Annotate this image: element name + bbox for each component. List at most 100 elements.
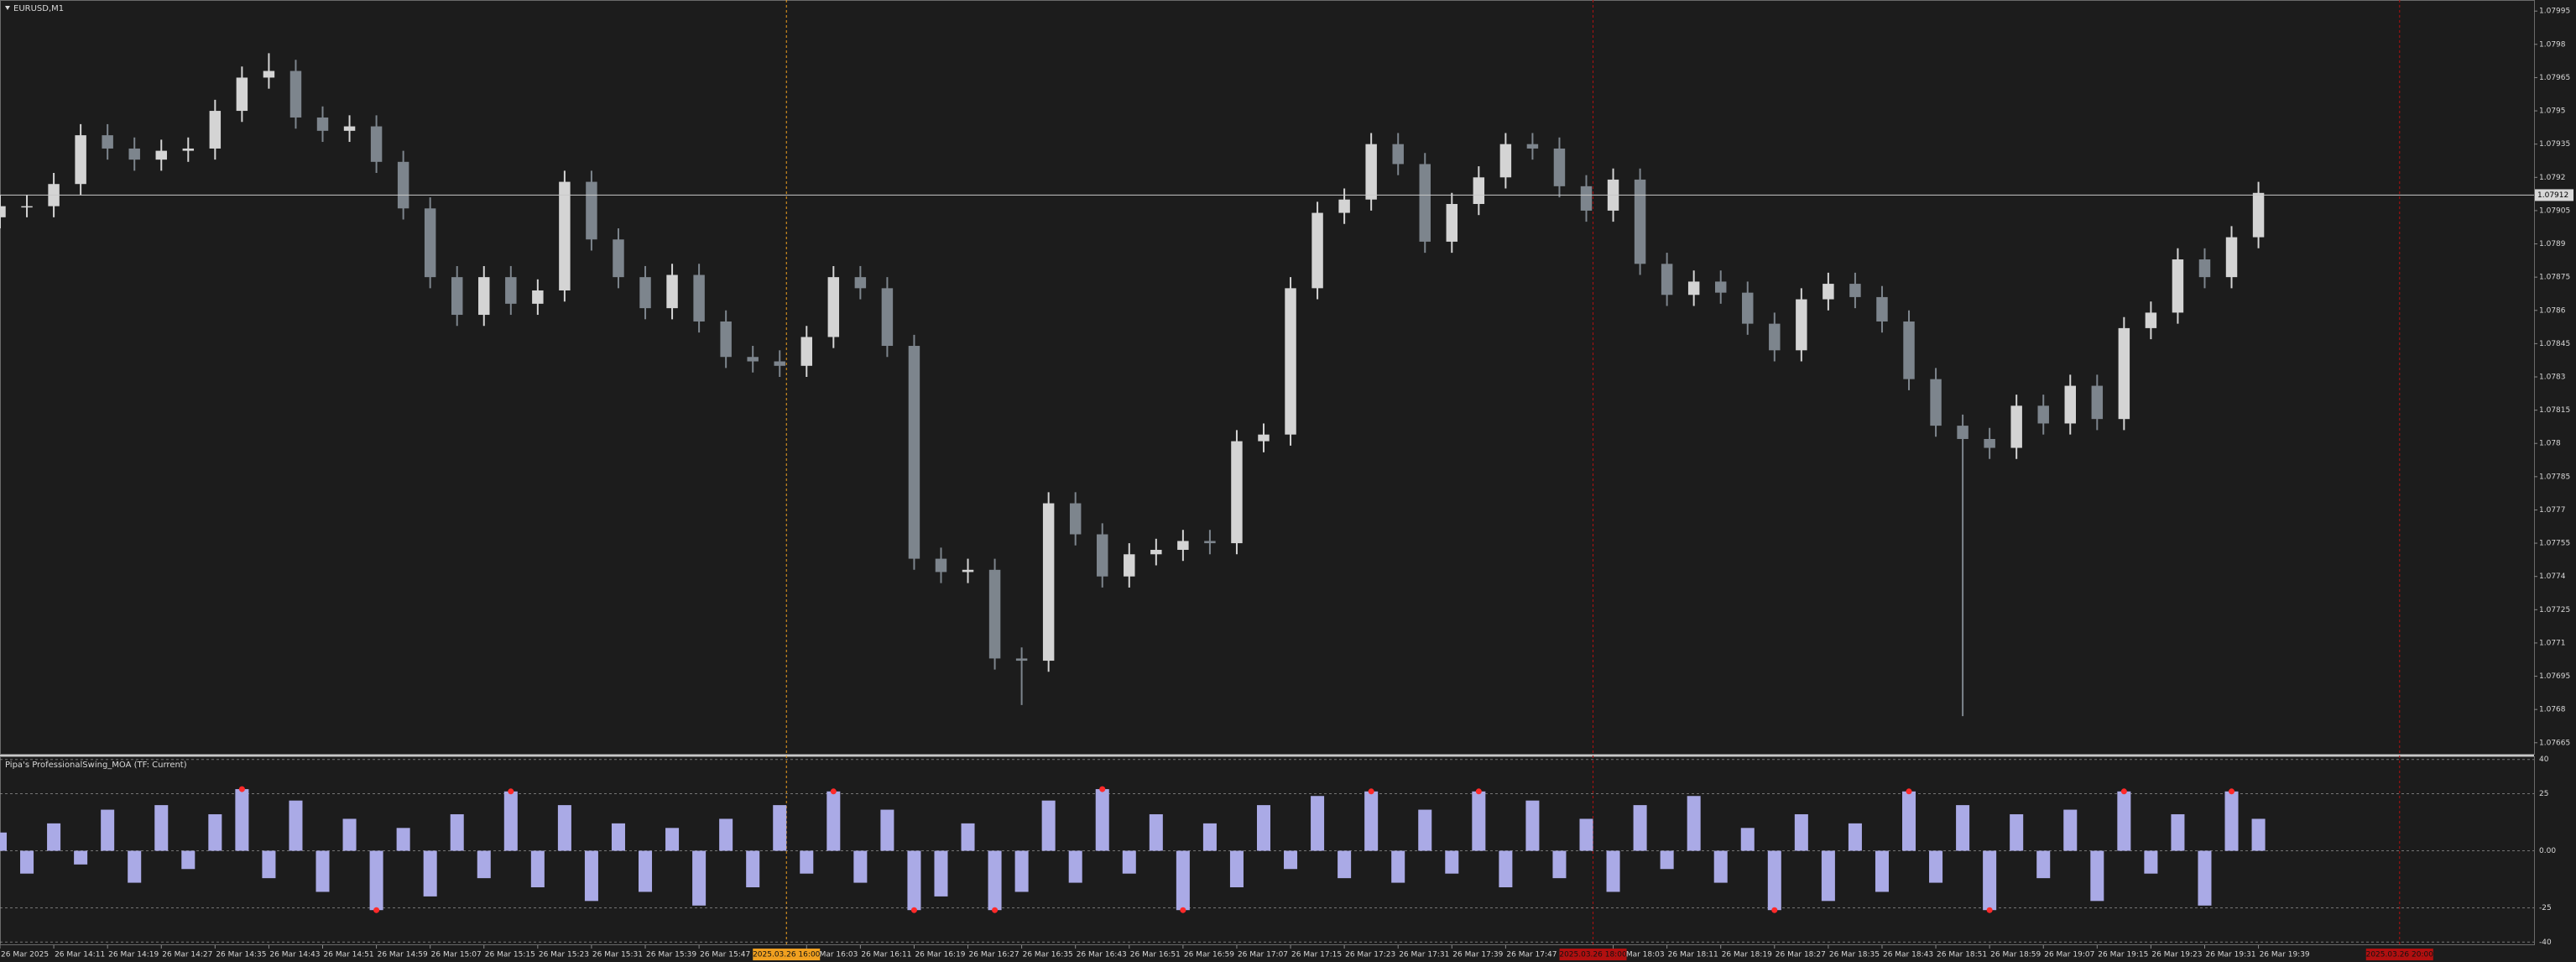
oscillator-bar: [208, 813, 222, 851]
y-tick-label: 1.07965: [2539, 74, 2570, 82]
oscillator-bar: [773, 805, 787, 851]
oscillator-bar: [1579, 818, 1593, 851]
candle-body: [478, 277, 490, 316]
oscillator-bar: [0, 832, 8, 851]
oscillator-bar: [1122, 850, 1136, 874]
x-tick-label: 26 Mar 18:03: [1614, 951, 1665, 959]
candle-body: [2037, 405, 2049, 424]
oscillator-bar: [907, 850, 921, 911]
oscillator-bar: [1794, 813, 1808, 851]
candle-body: [102, 135, 113, 149]
oscillator-bar: [1068, 850, 1082, 883]
candle-body: [1285, 288, 1296, 435]
oscillator-bar: [1740, 828, 1755, 851]
x-tick-label: 26 Mar 15:23: [539, 951, 589, 959]
oscillator-bar: [800, 850, 814, 874]
oscillator-bar: [101, 809, 115, 851]
oscillator-bar: [369, 850, 383, 911]
candle-body: [962, 569, 974, 572]
x-tick-label: 26 Mar 15:07: [431, 951, 482, 959]
candle-body: [693, 274, 705, 322]
x-tick-label: 26 Mar 16:19: [915, 951, 965, 959]
oscillator-bar: [1821, 850, 1835, 902]
oscillator-bar: [235, 789, 249, 851]
candle-body: [1742, 292, 1754, 324]
candle-body: [209, 111, 222, 149]
candle-body: [935, 558, 947, 572]
x-tick-label: 26 Mar 14:59: [378, 951, 428, 959]
x-tick-label: 26 Mar 19:15: [2098, 951, 2148, 959]
x-tick-label: 26 Mar 16:43: [1077, 951, 1127, 959]
oscillator-bar: [342, 818, 357, 851]
oscillator-bar: [181, 850, 196, 870]
x-tick-label: 26 Mar 14:11: [55, 951, 105, 959]
candle-body: [1069, 503, 1082, 535]
candle-body: [1687, 281, 1700, 295]
y-tick-label: 1.0792: [2539, 174, 2566, 182]
oscillator-bar: [1256, 805, 1271, 851]
candle-body: [774, 361, 785, 366]
oscillator-bar: [289, 800, 303, 851]
signal-dot: [910, 907, 917, 913]
candle-body: [1849, 284, 1861, 297]
y-tick-label: -25: [2539, 904, 2552, 912]
candle-body: [1392, 144, 1404, 165]
y-tick-label: 1.07845: [2539, 340, 2570, 348]
oscillator-bar: [692, 850, 707, 906]
x-tick-label: 26 Mar 18:51: [1937, 951, 1987, 959]
candle-body: [343, 126, 356, 131]
x-tick-label: 26 Mar 2025: [1, 951, 49, 959]
x-tick-label: 26 Mar 17:07: [1238, 951, 1288, 959]
signal-dot: [1180, 907, 1186, 913]
oscillator-bar: [1284, 850, 1298, 870]
signal-dot: [1771, 907, 1778, 913]
candle-body: [2198, 259, 2211, 278]
oscillator-bar: [1445, 850, 1459, 874]
candle-body: [800, 337, 813, 366]
symbol-menu-icon[interactable]: [5, 6, 10, 10]
oscillator-bar: [2198, 850, 2212, 906]
x-tick-label: 26 Mar 15:47: [700, 951, 750, 959]
x-tick-label: 26 Mar 19:23: [2151, 951, 2202, 959]
signal-dot: [238, 786, 245, 792]
x-tick-label: 26 Mar 18:19: [1722, 951, 1772, 959]
candle-body: [1124, 554, 1135, 577]
candle-body: [586, 181, 597, 240]
y-tick-label: 1.07875: [2539, 274, 2570, 282]
y-tick-label: 1.07785: [2539, 473, 2570, 481]
oscillator-bar: [1525, 800, 1540, 851]
candle-body: [1634, 179, 1646, 264]
marker-label: 2025.03.26 18:00: [1559, 951, 1627, 959]
signal-dot: [373, 907, 380, 913]
x-tick-label: 26 Mar 16:59: [1184, 951, 1234, 959]
signal-dot: [508, 788, 514, 795]
candle-body: [316, 117, 329, 131]
last-price-box: [2535, 189, 2573, 201]
oscillator-bar: [2251, 818, 2266, 851]
candle-body: [155, 150, 167, 160]
candle-body: [75, 135, 86, 185]
oscillator-bar: [2036, 850, 2051, 879]
oscillator-bar: [746, 850, 760, 888]
candle-body: [1365, 144, 1377, 200]
oscillator-bar: [1660, 850, 1674, 870]
candle-body: [424, 208, 436, 278]
signal-dot: [1099, 786, 1106, 792]
x-tick-label: 26 Mar 19:39: [2260, 951, 2310, 959]
candle-body: [2172, 259, 2184, 313]
candle-body: [747, 357, 759, 362]
oscillator-bar: [827, 791, 841, 851]
x-tick-label: 26 Mar 16:51: [1130, 951, 1181, 959]
x-tick-label: 26 Mar 16:03: [807, 951, 858, 959]
y-tick-label: 1.07935: [2539, 140, 2570, 149]
y-tick-label: 1.07755: [2539, 540, 2570, 548]
signal-dot: [2229, 788, 2235, 795]
marker-label: 2025.03.26 20:00: [2366, 951, 2434, 959]
candle-body: [370, 126, 383, 162]
oscillator-bar: [1687, 796, 1701, 851]
candle-body: [854, 277, 867, 289]
candle-body: [289, 71, 302, 118]
candle-body: [1661, 264, 1673, 295]
candle-body: [182, 148, 195, 151]
